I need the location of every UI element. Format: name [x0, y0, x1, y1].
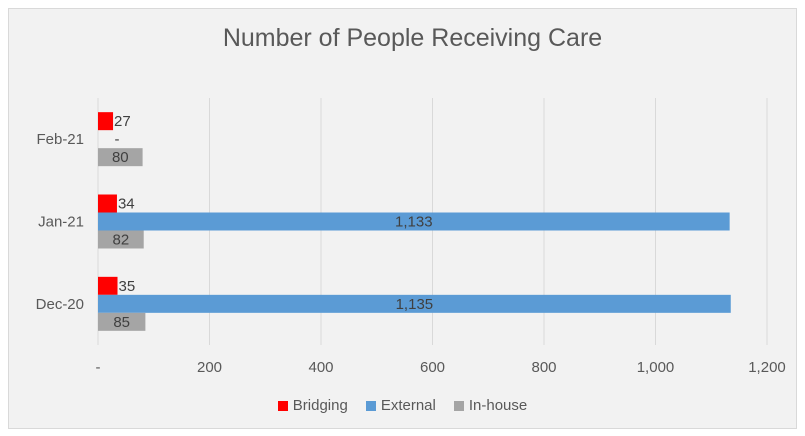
data-label: 1,133: [395, 214, 433, 231]
legend-label-bridging: Bridging: [292, 397, 348, 414]
data-label: 82: [113, 232, 130, 249]
legend-item-bridging: Bridging: [277, 397, 348, 414]
x-tick-label: 600: [420, 359, 445, 376]
legend-label-inhouse: In-house: [468, 397, 528, 414]
bar-inhouse: [98, 148, 143, 167]
data-label: 80: [112, 149, 129, 166]
legend-label-external: External: [380, 397, 436, 414]
x-tick-label: 800: [531, 359, 556, 376]
legend-item-inhouse: In-house: [453, 397, 528, 414]
legend-item-external: External: [365, 397, 436, 414]
category-label: Feb-21: [36, 131, 84, 148]
data-label: 34: [118, 196, 135, 213]
category-label: Jan-21: [38, 214, 84, 231]
bar-inhouse: [98, 230, 144, 249]
legend-swatch-external: [365, 400, 376, 411]
data-label: 1,135: [396, 296, 434, 313]
legend: Bridging External In-house: [0, 397, 805, 414]
x-tick-label: 200: [197, 359, 222, 376]
chart-title: Number of People Receiving Care: [222, 24, 603, 52]
x-tick-label: -: [96, 359, 101, 376]
bar-external: [98, 212, 730, 231]
bar-inhouse: [98, 312, 146, 331]
bar-bridging: [98, 276, 118, 295]
data-label: 35: [119, 278, 136, 295]
legend-swatch-bridging: [277, 400, 288, 411]
bar-bridging: [98, 112, 114, 131]
legend-swatch-inhouse: [453, 400, 464, 411]
data-label: 27: [114, 113, 131, 130]
x-tick-label: 1,200: [748, 359, 786, 376]
data-label: -: [115, 131, 120, 148]
data-label: 85: [113, 314, 130, 331]
x-tick-label: 400: [308, 359, 333, 376]
category-label: Dec-20: [36, 296, 84, 313]
x-tick-label: 1,000: [637, 359, 675, 376]
bar-external: [98, 294, 731, 313]
bar-bridging: [98, 194, 117, 213]
